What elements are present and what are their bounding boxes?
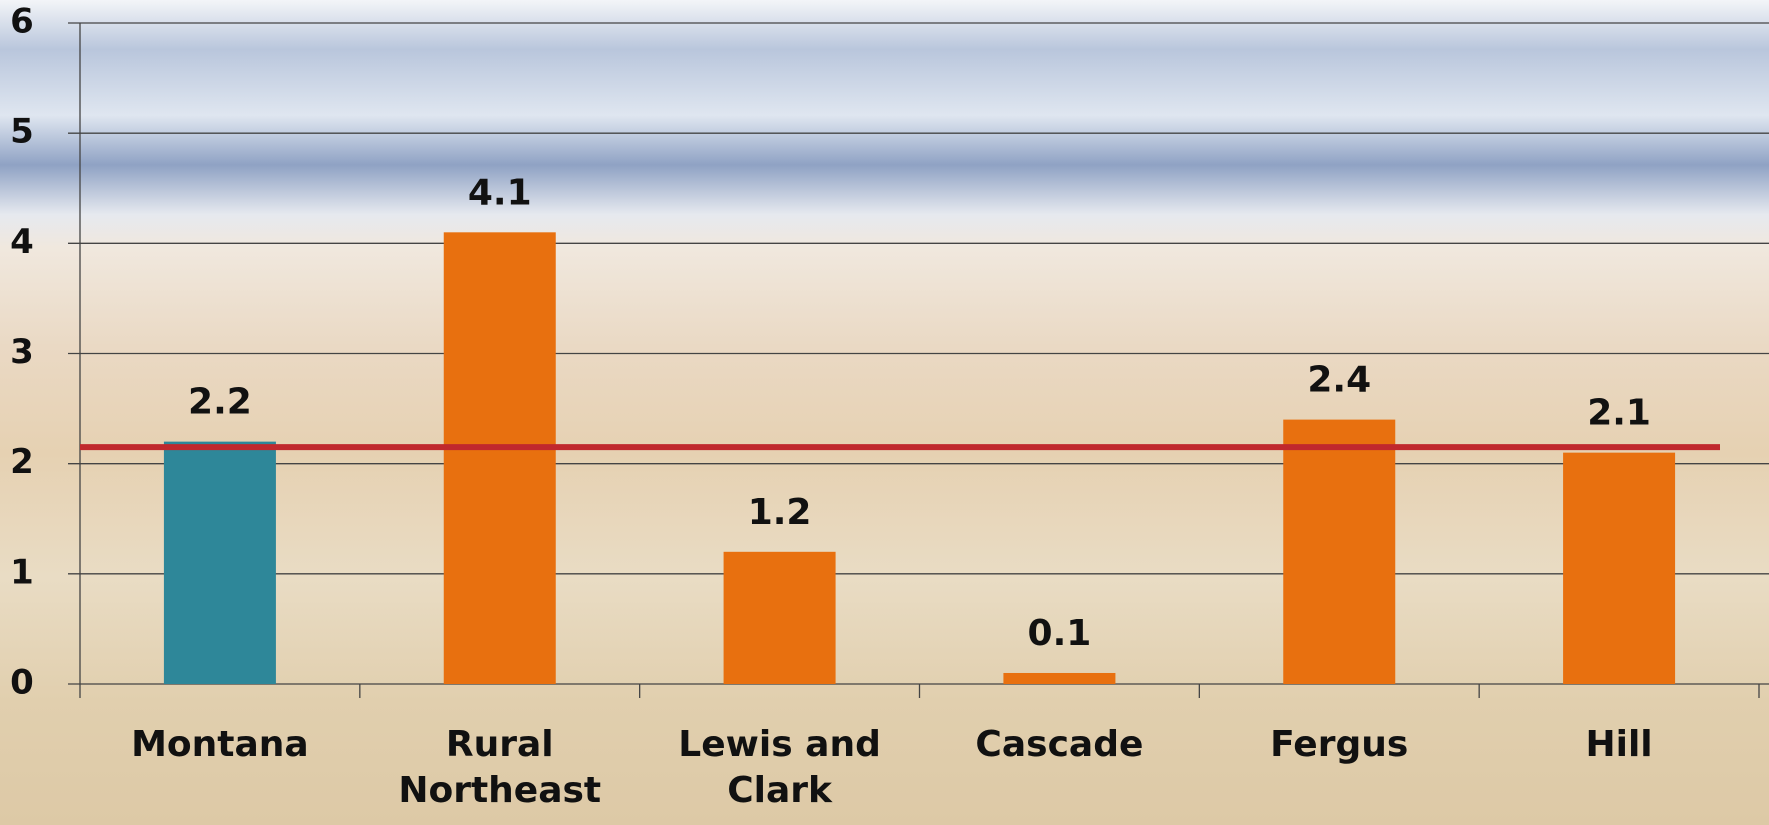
x-tick-label: Hill <box>1585 724 1653 765</box>
value-label: 2.1 <box>1587 393 1651 434</box>
bar <box>443 232 556 685</box>
bar <box>1563 452 1676 684</box>
y-tick-label: 5 <box>10 112 34 152</box>
bar <box>1283 419 1396 684</box>
y-tick-label: 2 <box>10 442 34 482</box>
bar <box>723 551 836 684</box>
x-tick-label: Cascade <box>975 724 1144 765</box>
x-tick-label: Fergus <box>1270 724 1409 765</box>
y-tick-label: 3 <box>10 332 34 372</box>
x-tick-label: Rural Northeast <box>398 724 602 811</box>
value-label: 2.2 <box>188 382 252 423</box>
bar <box>163 441 276 684</box>
x-tick-label: Montana <box>131 724 309 765</box>
y-tick-label: 0 <box>10 663 34 703</box>
y-tick-label: 6 <box>10 2 34 42</box>
value-label: 2.4 <box>1307 360 1371 401</box>
value-label: 0.1 <box>1028 613 1092 654</box>
value-label: 4.1 <box>468 172 532 213</box>
x-tick-label: Lewis and Clark <box>678 724 881 811</box>
y-tick-label: 4 <box>10 222 34 262</box>
y-tick-label: 1 <box>10 552 34 592</box>
bar <box>1003 672 1116 684</box>
value-label: 1.2 <box>748 492 812 533</box>
